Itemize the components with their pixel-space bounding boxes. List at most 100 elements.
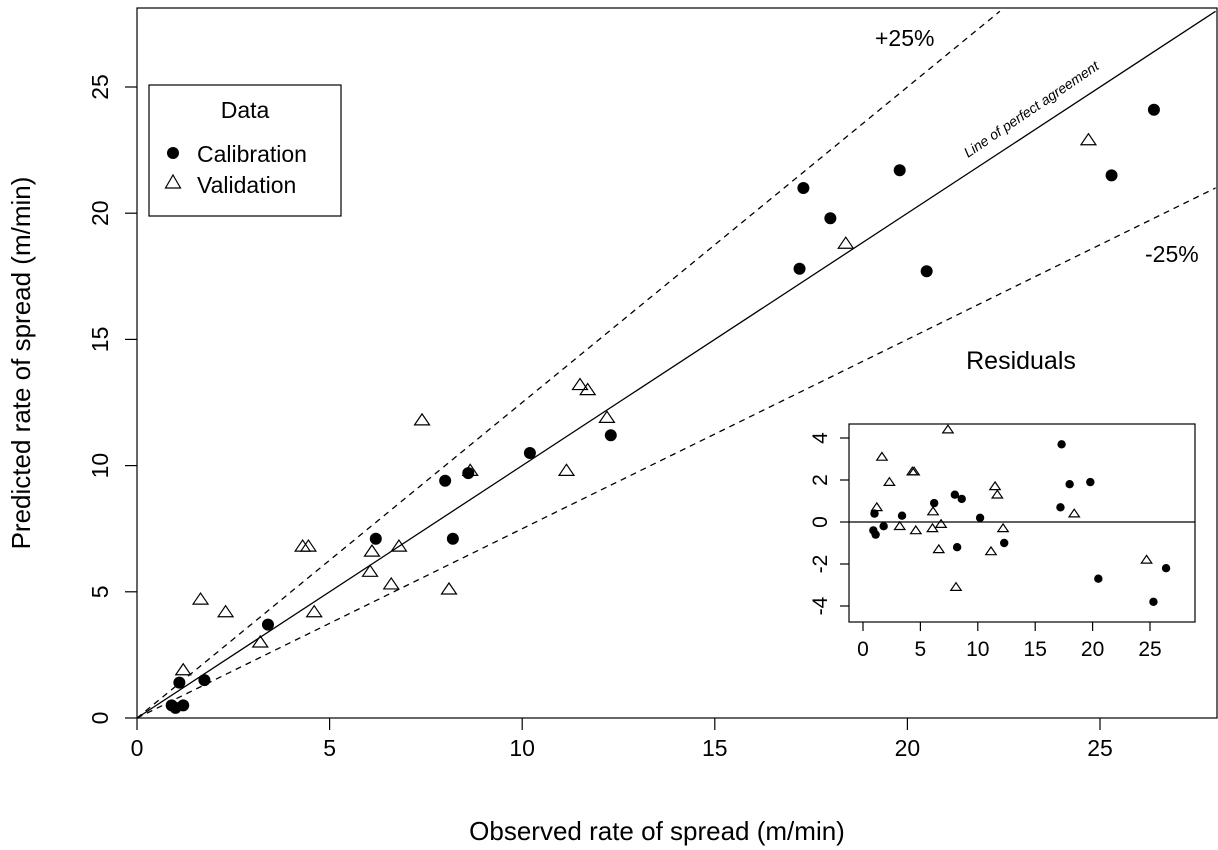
residual-calibration-point <box>929 498 939 508</box>
residual-validation-point <box>932 543 946 554</box>
validation-point <box>191 592 210 605</box>
residual-validation-point <box>949 581 963 592</box>
residual-calibration-point <box>1161 564 1171 573</box>
calibration-point <box>523 446 536 459</box>
residual-validation-point <box>1140 554 1153 564</box>
plus-25-label: +25% <box>875 25 934 51</box>
calibration-point <box>177 699 190 712</box>
validation-point <box>305 604 323 618</box>
calibration-point <box>462 467 475 480</box>
legend-title: Data <box>221 97 270 123</box>
y-tick-label: 15 <box>87 327 113 353</box>
residuals-x-ticks: 0 5 10 15 20 25 <box>857 622 1162 661</box>
residuals-x-tick-label: 15 <box>1024 638 1047 661</box>
minus-25-label: -25% <box>1145 241 1199 267</box>
residual-validation-point <box>893 520 907 531</box>
residuals-x-tick-label: 10 <box>966 638 989 661</box>
calibration-point <box>604 429 617 442</box>
residuals-inset: Residuals 0 5 10 15 20 25 -4 -2 0 2 4 <box>809 347 1196 661</box>
residual-validation-point <box>996 522 1010 533</box>
residuals-plot-frame <box>848 423 1196 623</box>
x-tick-label: 15 <box>702 735 728 761</box>
residuals-x-tick-label: 0 <box>857 638 869 661</box>
y-tick-label: 25 <box>87 74 113 100</box>
residuals-x-tick-label: 5 <box>915 638 927 661</box>
residual-calibration-point <box>871 530 880 539</box>
residual-validation-point <box>941 424 955 434</box>
calibration-point <box>793 262 806 275</box>
y-tick-label: 10 <box>87 453 113 479</box>
legend-calibration-marker <box>167 147 179 159</box>
residual-calibration-point <box>1149 597 1158 606</box>
calibration-point <box>261 618 274 631</box>
y-tick-label: 20 <box>87 200 113 226</box>
calibration-point <box>824 212 837 225</box>
calibration-point <box>893 164 906 177</box>
main-y-ticks: 0 5 10 15 20 25 <box>87 74 137 724</box>
plus-25-line <box>136 10 1001 719</box>
y-axis-label: Predicted rate of spread (m/min) <box>6 177 36 550</box>
residual-calibration-point <box>957 494 966 504</box>
x-tick-label: 10 <box>509 735 535 761</box>
calibration-point <box>446 532 459 545</box>
validation-point <box>382 576 400 590</box>
residuals-x-tick-label: 25 <box>1138 638 1161 661</box>
residual-calibration-point <box>1057 440 1066 449</box>
y-tick-label: 0 <box>87 712 113 725</box>
validation-point <box>361 564 379 577</box>
residual-calibration-point <box>870 509 879 518</box>
residuals-points <box>869 424 1171 606</box>
residual-calibration-point <box>1056 503 1065 512</box>
main-y-axis: 0 5 10 15 20 25 <box>87 74 137 724</box>
residuals-y-tick-label: 2 <box>809 474 832 486</box>
residual-calibration-point <box>950 490 960 499</box>
validation-point <box>251 634 269 648</box>
residuals-y-tick-label: -2 <box>809 555 832 574</box>
residual-calibration-point <box>1065 480 1074 489</box>
residual-calibration-point <box>975 513 985 522</box>
validation-point <box>216 604 235 618</box>
validation-point <box>390 539 408 552</box>
calibration-point <box>1147 103 1160 116</box>
residual-validation-point <box>990 489 1004 499</box>
calibration-point <box>920 265 933 278</box>
main-x-axis: 0 5 10 15 20 25 <box>131 718 1113 761</box>
validation-point <box>598 410 616 423</box>
residuals-y-ticks: -4 -2 0 2 4 <box>809 432 849 615</box>
x-tick-label: 20 <box>895 735 921 761</box>
validation-point <box>363 544 381 557</box>
residual-validation-point <box>883 476 896 487</box>
residual-calibration-point <box>897 511 907 520</box>
x-tick-label: 0 <box>131 735 144 761</box>
calibration-point <box>369 532 382 545</box>
residuals-y-tick-label: -4 <box>809 596 832 615</box>
residual-validation-point <box>909 524 923 535</box>
residual-calibration-point <box>952 543 962 552</box>
calibration-point <box>797 181 810 194</box>
validation-point <box>571 377 589 391</box>
perfect-agreement-line <box>136 10 1216 719</box>
calibration-point <box>198 674 211 687</box>
legend-validation-marker <box>164 173 182 189</box>
validation-point <box>557 463 576 476</box>
residual-validation-point <box>907 466 921 476</box>
residual-validation-point <box>875 451 889 461</box>
validation-point <box>440 581 458 595</box>
x-tick-label: 5 <box>323 735 336 761</box>
residuals-x-tick-label: 20 <box>1081 638 1104 661</box>
validation-point <box>413 412 431 426</box>
residual-validation-point <box>988 480 1002 491</box>
legend-validation-label: Validation <box>197 172 296 198</box>
main-x-ticks: 0 5 10 15 20 25 <box>131 718 1113 761</box>
validation-point <box>579 382 597 396</box>
residual-validation-point <box>870 501 884 512</box>
main-points <box>165 103 1160 714</box>
residual-calibration-point <box>1094 574 1103 583</box>
residual-calibration-point <box>1086 477 1095 487</box>
residuals-title: Residuals <box>966 347 1076 375</box>
residual-validation-point <box>984 545 998 556</box>
reference-lines <box>136 10 1216 719</box>
validation-point <box>299 539 318 552</box>
calibration-point <box>439 474 452 487</box>
